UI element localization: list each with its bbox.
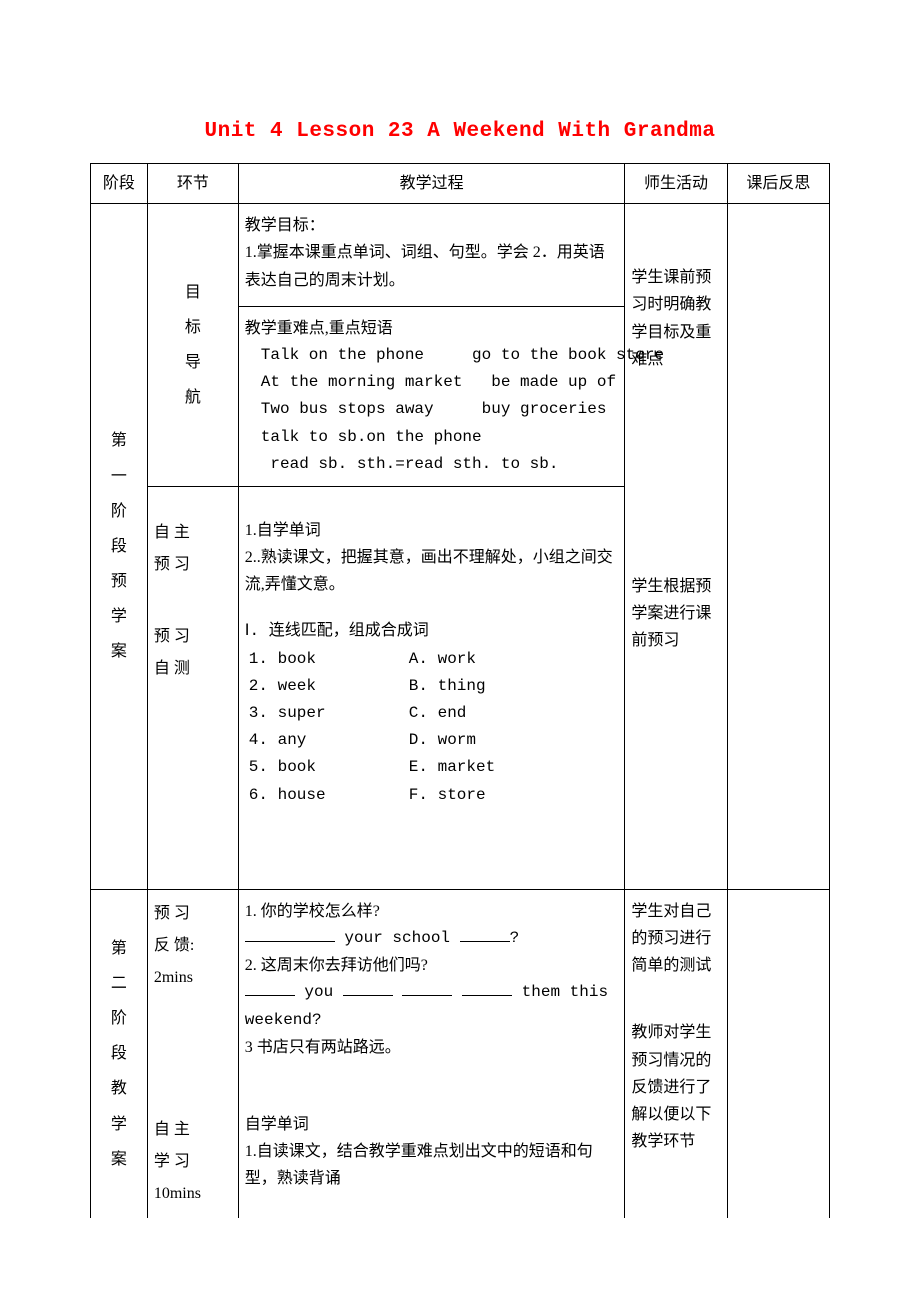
activity-text: 学生对自己的预习进行简单的测试 xyxy=(631,898,720,980)
activity-text: 学生课前预习时明确教学目标及重难点 xyxy=(631,264,720,373)
match-row: 6. houseF. store xyxy=(245,782,619,809)
difficulty-title: 教学重难点,重点短语 xyxy=(245,315,619,342)
match-row: 4. anyD. worm xyxy=(245,727,619,754)
section-feedback: 预 习 反 馈: 2mins 自 主 学 习 10mins xyxy=(147,889,238,1218)
q2: 2. 这周末你去拜访他们吗? xyxy=(245,952,619,979)
huanjie-a: 预 习 反 馈: 2mins xyxy=(154,898,232,994)
col-section: 环节 xyxy=(147,164,238,204)
process-feedback: 1. 你的学校怎么样? your school ? 2. 这周末你去拜访他们吗?… xyxy=(238,889,625,1218)
match-row: 1. bookA. work xyxy=(245,646,619,673)
col-process: 教学过程 xyxy=(238,164,625,204)
q1-blank: your school ? xyxy=(245,925,619,952)
match-row: 2. weekB. thing xyxy=(245,673,619,700)
table-row: 第二阶段教学案 预 习 反 馈: 2mins 自 主 学 习 10mins 1.… xyxy=(91,889,830,1218)
match-row: 3. superC. end xyxy=(245,700,619,727)
phrase-line: talk to sb.on the phone xyxy=(245,424,619,451)
page: Unit 4 Lesson 23 A Weekend With Grandma … xyxy=(0,0,920,1302)
q3: 3 书店只有两站路远。 xyxy=(245,1034,619,1061)
col-reflection: 课后反思 xyxy=(727,164,829,204)
table-row: 第一阶段预学案 目标导航 教学目标： 1.掌握本课重点单词、词组、句型。学会 2… xyxy=(91,204,830,487)
activity-stage2: 学生对自己的预习进行简单的测试 教师对学生预习情况的反馈进行了解以便以下教学环节 xyxy=(625,889,727,1218)
match-row: 5. bookE. market xyxy=(245,754,619,781)
objective-text: 1.掌握本课重点单词、词组、句型。学会 2．用英语表达自己的周末计划。 xyxy=(245,239,619,293)
lesson-plan-table: 阶段 环节 教学过程 师生活动 课后反思 第一阶段预学案 目标导航 教学目标： … xyxy=(90,163,830,1218)
huanjie-b: 自 主 学 习 10mins xyxy=(154,1114,232,1210)
table-header-row: 阶段 环节 教学过程 师生活动 课后反思 xyxy=(91,164,830,204)
match-title: Ⅰ. 连线匹配，组成合成词 xyxy=(245,618,619,645)
activity-text: 学生根据预学案进行课前预习 xyxy=(631,573,720,655)
process-objectives: 教学目标： 1.掌握本课重点单词、词组、句型。学会 2．用英语表达自己的周末计划… xyxy=(238,204,625,487)
reflection-stage1 xyxy=(727,204,829,890)
phrase-line: Two bus stops away buy groceries xyxy=(245,396,619,423)
q1: 1. 你的学校怎么样? xyxy=(245,898,619,925)
col-stage: 阶段 xyxy=(91,164,148,204)
huanjie-a: 自 主 预 习 xyxy=(154,517,232,581)
stage-1-label: 第一阶段预学案 xyxy=(91,204,148,890)
activity-stage1: 学生课前预习时明确教学目标及重难点 学生根据预学案进行课前预习 xyxy=(625,204,727,890)
objective-title: 教学目标： xyxy=(245,212,619,239)
self-step: 2..熟读课文，把握其意，画出不理解处，小组之间交流,弄懂文意。 xyxy=(245,544,619,598)
phrase-line: read sb. sth.=read sth. to sb. xyxy=(245,451,619,478)
huanjie-b: 预 习 自 测 xyxy=(154,621,232,685)
part2-a: 自学单词 xyxy=(245,1111,619,1138)
stage-2-label: 第二阶段教学案 xyxy=(91,889,148,1218)
page-title: Unit 4 Lesson 23 A Weekend With Grandma xyxy=(90,120,830,143)
phrase-line: At the morning market be made up of xyxy=(245,369,619,396)
phrase-line: Talk on the phone go to the book store xyxy=(245,342,619,369)
self-step: 1.自学单词 xyxy=(245,517,619,544)
col-activity: 师生活动 xyxy=(625,164,727,204)
q2-blank: you them this weekend? xyxy=(245,979,619,1033)
section-selfstudy: 自 主 预 习 预 习 自 测 xyxy=(147,486,238,889)
reflection-stage2 xyxy=(727,889,829,1218)
part2-b: 1.自读课文，结合教学重难点划出文中的短语和句型，熟读背诵 xyxy=(245,1138,619,1192)
process-selfstudy: 1.自学单词 2..熟读课文，把握其意，画出不理解处，小组之间交流,弄懂文意。 … xyxy=(238,486,625,889)
activity-text: 教师对学生预习情况的反馈进行了解以便以下教学环节 xyxy=(631,1019,720,1155)
section-objectives: 目标导航 xyxy=(147,204,238,487)
